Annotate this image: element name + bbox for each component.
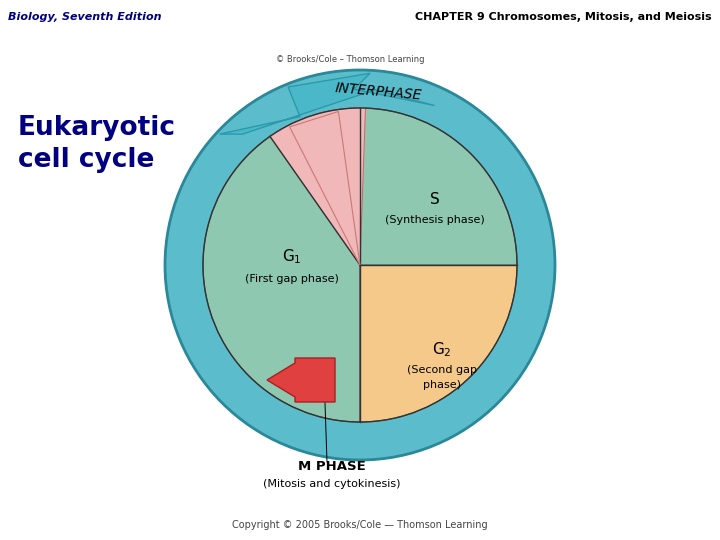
Text: G$_1$: G$_1$ (282, 248, 302, 266)
Text: (First gap phase): (First gap phase) (245, 274, 339, 284)
Wedge shape (270, 108, 366, 265)
Polygon shape (267, 358, 335, 402)
Text: (Synthesis phase): (Synthesis phase) (385, 215, 485, 225)
Text: G$_2$: G$_2$ (432, 341, 452, 359)
Text: © Brooks/Cole – Thomson Learning: © Brooks/Cole – Thomson Learning (276, 55, 424, 64)
Text: phase): phase) (423, 380, 461, 390)
Text: CHAPTER 9 Chromosomes, Mitosis, and Meiosis: CHAPTER 9 Chromosomes, Mitosis, and Meio… (415, 12, 712, 22)
Text: cell cycle: cell cycle (18, 147, 154, 173)
Circle shape (165, 70, 555, 460)
Polygon shape (220, 73, 434, 134)
Text: S: S (430, 192, 440, 207)
Wedge shape (203, 108, 360, 422)
Text: Eukaryotic: Eukaryotic (18, 115, 176, 141)
Text: M PHASE: M PHASE (298, 461, 366, 474)
Text: INTERPHASE: INTERPHASE (334, 81, 422, 103)
Polygon shape (289, 111, 360, 265)
Text: (Second gap: (Second gap (407, 365, 477, 375)
Text: (Mitosis and cytokinesis): (Mitosis and cytokinesis) (264, 479, 401, 489)
Text: Copyright © 2005 Brooks/Cole — Thomson Learning: Copyright © 2005 Brooks/Cole — Thomson L… (232, 520, 488, 530)
Text: Biology, Seventh Edition: Biology, Seventh Edition (8, 12, 161, 22)
Wedge shape (360, 108, 517, 265)
Wedge shape (360, 265, 517, 422)
